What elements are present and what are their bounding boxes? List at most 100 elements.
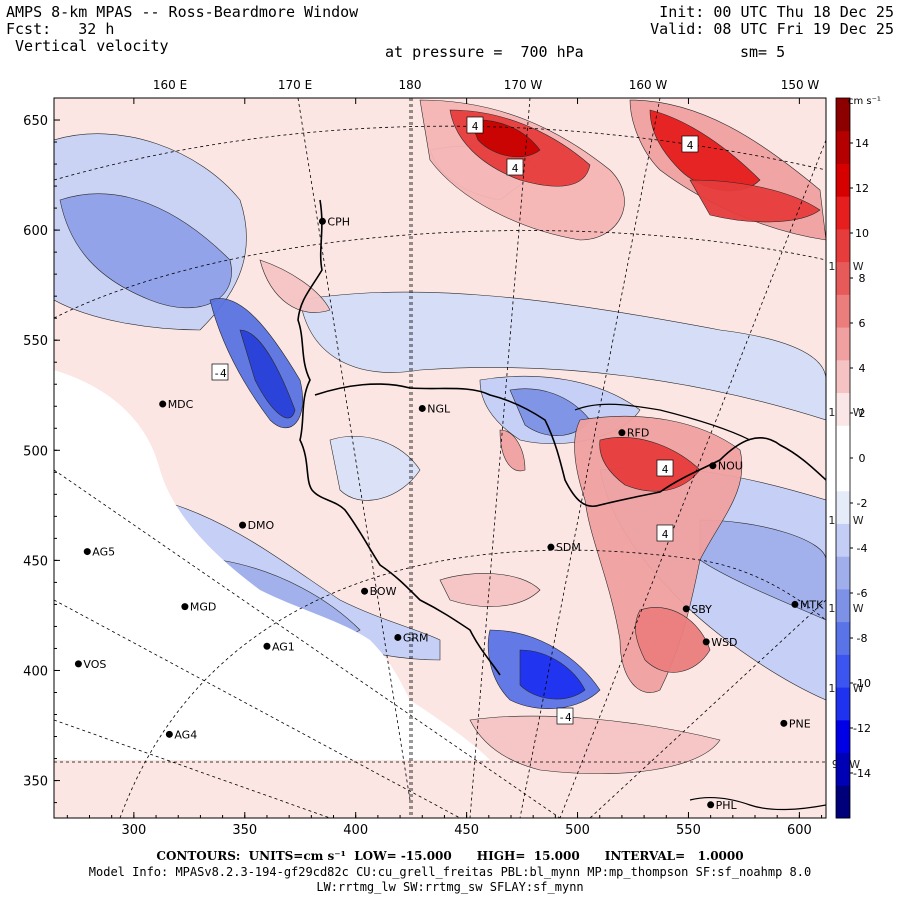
grid-line xyxy=(119,549,826,818)
station-marker xyxy=(618,429,626,437)
station-marker xyxy=(707,801,715,809)
contour-label-text: 4 xyxy=(512,162,519,175)
y-tick-label: 500 xyxy=(23,444,48,459)
colorbar-label: -8 xyxy=(857,632,868,645)
x-tick-label: 450 xyxy=(454,823,479,838)
header-right: Init: 00 UTC Thu 18 Dec 25 Valid: 08 UTC… xyxy=(650,4,894,38)
station-label: SBY xyxy=(691,603,712,616)
contour-info: CONTOURS: UNITS=cm s⁻¹ LOW= -15.000 HIGH… xyxy=(156,849,744,863)
init-time: Init: 00 UTC Thu 18 Dec 25 xyxy=(659,3,894,21)
top-lon-label: 160 E xyxy=(153,78,187,92)
field-region xyxy=(635,607,711,673)
contour-label: -4 xyxy=(211,363,229,381)
header-left: AMPS 8-km MPAS -- Ross-Beardmore Window … xyxy=(6,4,358,55)
y-tick-label: 550 xyxy=(23,334,48,349)
pressure-label: at pressure = xyxy=(385,43,503,61)
grid-line xyxy=(54,469,561,818)
station-marker xyxy=(165,730,173,738)
contour-label-box xyxy=(681,135,699,153)
y-tick-label: 600 xyxy=(23,224,48,239)
field-region xyxy=(329,435,421,501)
station-label: RFD xyxy=(627,427,649,440)
coastline-south xyxy=(689,796,826,811)
station-label: PHL xyxy=(716,799,738,812)
colorbar-swatch xyxy=(836,752,850,786)
grid-line xyxy=(54,719,331,818)
y-tick-label: 650 xyxy=(23,114,48,129)
station-ag4: AG4 xyxy=(165,728,197,741)
station-label: MTK xyxy=(800,598,824,611)
station-phl: PHL xyxy=(707,799,738,812)
ice-shelf-front xyxy=(314,383,826,507)
contour-label-box xyxy=(506,158,524,176)
station-label: NGL xyxy=(427,402,451,415)
contour-label-box xyxy=(466,116,484,134)
model-info: Model Info: MPASv8.2.3-194-gf29cd82c CU:… xyxy=(88,865,812,879)
field-region xyxy=(439,573,541,607)
plot-area: -4 -4 4 4 4 4 4 xyxy=(54,98,826,818)
colorbar-label: 2 xyxy=(859,407,866,420)
lat-lon-grid: -4 -4 4 4 4 4 4 xyxy=(54,98,826,818)
field-region xyxy=(599,437,701,492)
map-title: AMPS 8-km MPAS -- Ross-Beardmore Window xyxy=(6,3,359,21)
field-region xyxy=(519,649,586,700)
y-tick-label: 450 xyxy=(23,554,48,569)
station-label: BOW xyxy=(370,585,397,598)
colorbar-swatch xyxy=(836,425,850,459)
colorbar-swatch xyxy=(836,785,850,819)
colorbar-swatch xyxy=(836,556,850,590)
colorbar-units: cm s⁻¹ xyxy=(848,96,881,107)
colorbar-label: -6 xyxy=(857,587,868,600)
station-label: NOU xyxy=(718,460,743,473)
station-marker xyxy=(780,719,788,727)
station-label: DMO xyxy=(248,519,275,532)
model-physics: LW:rrtmg_lw SW:rrtmg_sw SFLAY:sf_mynn xyxy=(316,880,584,894)
colorbar-label: -2 xyxy=(857,497,868,510)
colorbar-swatch xyxy=(836,719,850,754)
forecast-label: Fcst: xyxy=(6,20,52,38)
colorbar-label: -10 xyxy=(853,677,871,690)
colorbar-label: 12 xyxy=(855,182,869,195)
contour-label-text: 4 xyxy=(472,120,479,133)
valid-time: Valid: 08 UTC Fri 19 Dec 25 xyxy=(650,20,894,38)
station-marker xyxy=(791,600,799,608)
station-sdm: SDM xyxy=(547,541,581,554)
x-tick-label: 550 xyxy=(676,823,701,838)
field-region xyxy=(574,416,743,693)
grid-line xyxy=(559,139,826,818)
field-region xyxy=(259,259,331,313)
contour-label-box xyxy=(556,707,574,725)
y-tick-label: 350 xyxy=(23,775,48,790)
station-marker xyxy=(418,404,426,412)
colorbar: -14 -12 -10 -8 -6 -4 -2 0 2 4 6 8 10 12 14 xyxy=(835,97,871,819)
station-marker xyxy=(702,638,710,646)
station-marker xyxy=(181,603,189,611)
station-label: VOS xyxy=(83,658,106,671)
station-marker xyxy=(159,400,167,408)
colorbar-swatch xyxy=(836,359,850,394)
contour-label-box xyxy=(656,524,674,542)
station-label: AG5 xyxy=(92,546,115,559)
station-label: MGD xyxy=(190,601,217,614)
contour-label: 4 xyxy=(681,135,699,153)
colorbar-swatch xyxy=(836,327,850,361)
grid-line xyxy=(519,98,661,818)
station-mtk: MTK xyxy=(791,598,824,611)
stations: CPH MDC NGL DMO AG5 SDM MGD BOW GRM AG1 VOS AG4 MTK S… xyxy=(74,215,824,812)
grid-line xyxy=(297,98,411,801)
contour-label: 4 xyxy=(656,524,674,542)
pressure-level: at pressure = 700 hPa xyxy=(385,44,584,61)
masked-region xyxy=(54,370,490,760)
contour-label: 4 xyxy=(506,158,524,176)
colorbar-label: 14 xyxy=(855,137,869,150)
colorbar-label: 0 xyxy=(859,452,866,465)
top-lon-label: 170 E xyxy=(278,78,312,92)
colorbar-swatch xyxy=(836,588,850,623)
station-mdc: MDC xyxy=(159,398,194,411)
colorbar-label: 6 xyxy=(859,317,866,330)
colorbar-label: 8 xyxy=(859,272,866,285)
colorbar-swatch xyxy=(836,458,850,492)
x-tick-label: 500 xyxy=(565,823,590,838)
station-rfd: RFD xyxy=(618,427,649,440)
station-pne: PNE xyxy=(780,717,811,730)
